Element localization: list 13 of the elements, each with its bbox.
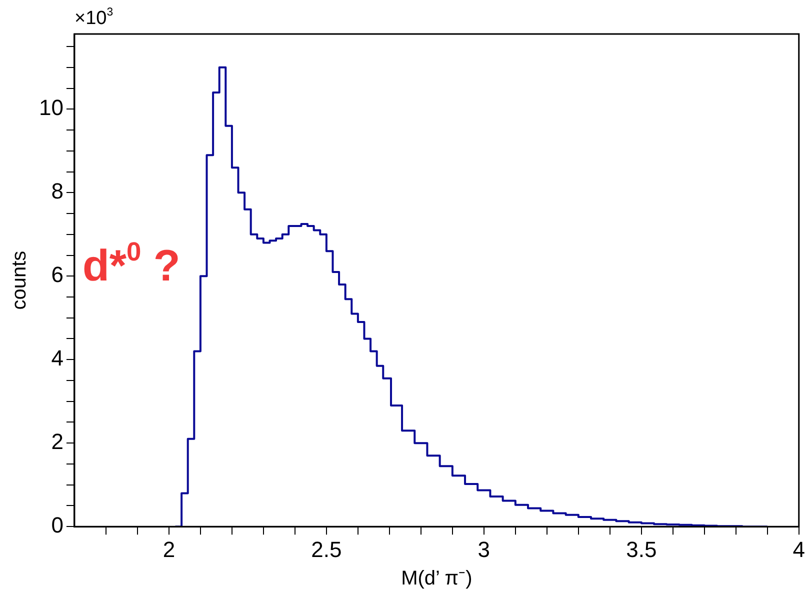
y-tick-label: 2 (51, 429, 64, 454)
x-axis-title: M(d’ π⁻) (401, 568, 472, 590)
x-tick-label: 4 (792, 536, 806, 562)
y-tick-label: 0 (51, 512, 64, 538)
y-axis-title: counts (8, 250, 31, 310)
x-tick-label: 2 (162, 536, 176, 562)
y-tick-label: 8 (51, 178, 64, 204)
x-tick-label: 3.5 (626, 536, 657, 562)
x-tick-label: 3 (478, 536, 490, 562)
y-tick-label: 10 (38, 95, 64, 120)
y-tick-label: 6 (51, 262, 64, 288)
x-tick-label: 2.5 (311, 536, 342, 562)
y-tick-label: 4 (51, 346, 64, 371)
